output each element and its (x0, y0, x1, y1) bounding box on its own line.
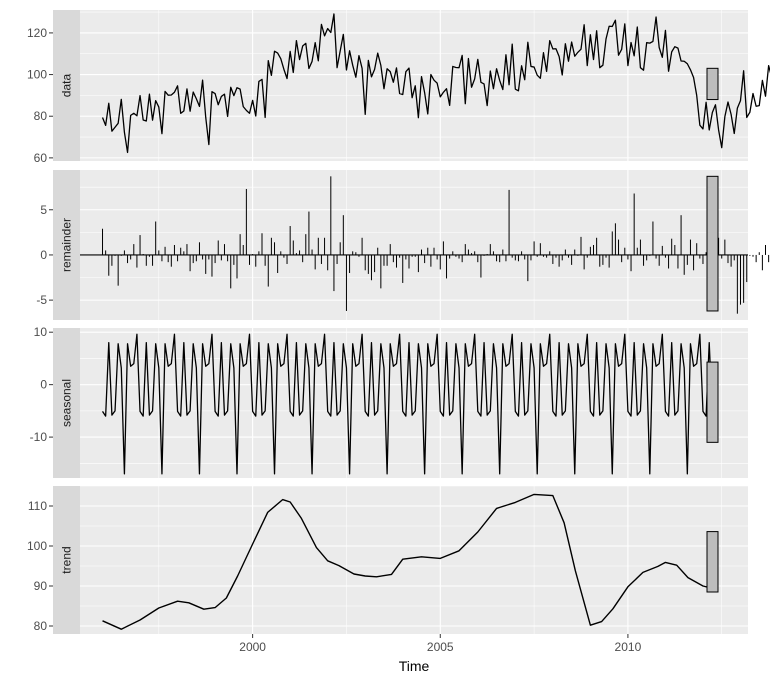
y-tick-label-trend: 90 (34, 579, 48, 593)
x-tick-label: 2010 (615, 640, 642, 654)
range-bar-seasonal (706, 361, 719, 443)
strip-label-remainder: remainder (60, 218, 74, 272)
y-tick-label-trend: 100 (27, 539, 47, 553)
strip-label-data: data (60, 73, 74, 97)
y-tick-label-remainder: 0 (40, 248, 47, 262)
x-tick-label: 2005 (427, 640, 454, 654)
strip-label-seasonal: seasonal (60, 379, 74, 427)
trend-line (102, 493, 715, 630)
strip-label-trend: trend (60, 546, 74, 573)
panel-background-trend (80, 486, 748, 634)
strip-trend (53, 486, 80, 634)
y-tick-label-data: 80 (34, 109, 48, 123)
x-axis-title: Time (399, 658, 430, 674)
y-tick-label-seasonal: 10 (34, 325, 48, 339)
data-line (101, 13, 770, 154)
y-tick-label-remainder: -5 (36, 293, 47, 307)
range-bar-data (706, 67, 719, 101)
y-tick-label-trend: 110 (28, 499, 47, 513)
y-tick-label-trend: 80 (34, 619, 48, 633)
y-tick-label-seasonal: -10 (30, 430, 48, 444)
strip-remainder (53, 170, 80, 320)
strip-seasonal (53, 328, 80, 478)
y-tick-label-data: 100 (27, 68, 47, 82)
strip-data (53, 10, 80, 161)
seasonal-line (101, 333, 713, 475)
y-tick-label-remainder: 5 (40, 203, 47, 217)
x-tick-label: 2000 (239, 640, 266, 654)
panel-background-remainder (80, 170, 748, 320)
range-bar-trend (706, 531, 719, 593)
range-bar-remainder (706, 175, 719, 312)
y-tick-label-data: 120 (27, 26, 47, 40)
y-tick-label-seasonal: 0 (40, 378, 47, 392)
y-tick-label-data: 60 (34, 151, 48, 165)
